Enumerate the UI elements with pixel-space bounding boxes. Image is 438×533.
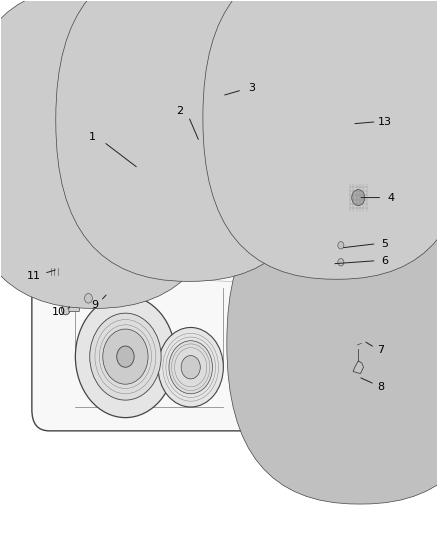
Circle shape bbox=[338, 241, 344, 249]
Circle shape bbox=[75, 296, 176, 418]
Text: 4: 4 bbox=[387, 192, 395, 203]
Ellipse shape bbox=[121, 139, 138, 171]
Circle shape bbox=[338, 259, 344, 266]
Circle shape bbox=[117, 346, 134, 367]
FancyBboxPatch shape bbox=[227, 183, 438, 504]
Ellipse shape bbox=[228, 166, 245, 198]
FancyBboxPatch shape bbox=[192, 182, 198, 204]
Circle shape bbox=[345, 182, 371, 214]
Polygon shape bbox=[67, 113, 289, 171]
FancyBboxPatch shape bbox=[90, 147, 104, 159]
FancyBboxPatch shape bbox=[69, 305, 79, 312]
FancyBboxPatch shape bbox=[184, 120, 198, 134]
Text: 3: 3 bbox=[248, 83, 255, 93]
Circle shape bbox=[113, 207, 164, 268]
Text: 2: 2 bbox=[176, 106, 184, 116]
Circle shape bbox=[102, 192, 176, 282]
FancyBboxPatch shape bbox=[86, 0, 353, 257]
Circle shape bbox=[158, 327, 223, 407]
Circle shape bbox=[83, 156, 124, 207]
FancyBboxPatch shape bbox=[46, 265, 65, 277]
FancyBboxPatch shape bbox=[88, 182, 94, 204]
Ellipse shape bbox=[221, 155, 252, 208]
Circle shape bbox=[99, 176, 108, 187]
FancyBboxPatch shape bbox=[330, 259, 342, 268]
Circle shape bbox=[169, 341, 212, 394]
Circle shape bbox=[244, 132, 277, 173]
Polygon shape bbox=[62, 113, 271, 150]
Text: 5: 5 bbox=[381, 239, 388, 249]
FancyBboxPatch shape bbox=[0, 0, 227, 309]
Circle shape bbox=[268, 269, 275, 277]
FancyBboxPatch shape bbox=[56, 0, 322, 281]
Text: 13: 13 bbox=[378, 117, 392, 127]
FancyBboxPatch shape bbox=[122, 182, 128, 204]
Circle shape bbox=[153, 234, 159, 240]
Circle shape bbox=[145, 253, 150, 259]
Circle shape bbox=[145, 216, 150, 222]
FancyBboxPatch shape bbox=[258, 224, 319, 304]
Text: 7: 7 bbox=[378, 345, 385, 356]
Circle shape bbox=[276, 201, 283, 210]
Ellipse shape bbox=[258, 187, 302, 261]
Polygon shape bbox=[353, 361, 364, 374]
Text: 8: 8 bbox=[378, 382, 385, 392]
Text: 6: 6 bbox=[381, 256, 388, 265]
Circle shape bbox=[337, 172, 379, 223]
Circle shape bbox=[258, 136, 289, 174]
Circle shape bbox=[96, 179, 103, 188]
FancyBboxPatch shape bbox=[87, 293, 105, 304]
Circle shape bbox=[127, 216, 132, 222]
FancyBboxPatch shape bbox=[329, 118, 350, 131]
FancyBboxPatch shape bbox=[352, 168, 364, 175]
Text: 11: 11 bbox=[27, 271, 41, 280]
Circle shape bbox=[352, 190, 365, 206]
Ellipse shape bbox=[191, 139, 208, 171]
Circle shape bbox=[103, 329, 148, 384]
Circle shape bbox=[177, 173, 184, 182]
FancyBboxPatch shape bbox=[330, 241, 342, 251]
Circle shape bbox=[83, 177, 90, 186]
Ellipse shape bbox=[215, 144, 258, 219]
FancyBboxPatch shape bbox=[157, 182, 163, 204]
Circle shape bbox=[265, 144, 282, 166]
Ellipse shape bbox=[156, 139, 173, 171]
Circle shape bbox=[70, 180, 77, 189]
Text: 1: 1 bbox=[89, 132, 96, 142]
Text: 9: 9 bbox=[92, 300, 99, 310]
Circle shape bbox=[85, 294, 92, 303]
Circle shape bbox=[92, 167, 116, 197]
Circle shape bbox=[129, 225, 148, 249]
Ellipse shape bbox=[250, 171, 311, 277]
Circle shape bbox=[65, 233, 72, 241]
Circle shape bbox=[254, 268, 261, 276]
Circle shape bbox=[127, 253, 132, 259]
Circle shape bbox=[181, 356, 200, 379]
FancyBboxPatch shape bbox=[203, 0, 438, 279]
Text: 10: 10 bbox=[52, 306, 66, 317]
Circle shape bbox=[74, 241, 81, 249]
Circle shape bbox=[118, 234, 124, 240]
Circle shape bbox=[159, 175, 166, 183]
Ellipse shape bbox=[86, 139, 104, 171]
FancyBboxPatch shape bbox=[32, 92, 328, 431]
Circle shape bbox=[251, 141, 270, 164]
Circle shape bbox=[90, 313, 161, 400]
Circle shape bbox=[61, 304, 70, 315]
Circle shape bbox=[283, 188, 290, 197]
